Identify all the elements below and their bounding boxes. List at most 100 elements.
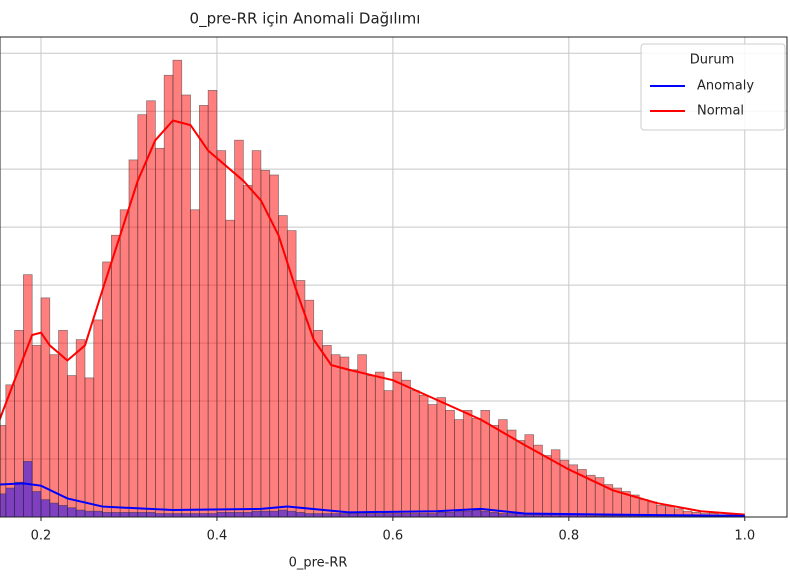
bar <box>128 512 139 517</box>
bar <box>427 404 438 517</box>
bar <box>190 513 200 517</box>
bar <box>348 369 359 517</box>
bar <box>401 513 411 517</box>
bar <box>225 512 235 517</box>
kde-line <box>0 482 745 517</box>
legend-box <box>640 43 786 131</box>
bar <box>172 513 183 517</box>
bar <box>304 513 315 517</box>
bar <box>146 512 156 517</box>
bar <box>339 513 350 517</box>
bar <box>111 234 121 517</box>
bar <box>418 394 429 517</box>
legend-label: Normal <box>697 104 744 119</box>
bar <box>515 440 526 517</box>
bar <box>207 513 218 517</box>
bar <box>348 513 359 517</box>
bar <box>383 390 394 517</box>
legend-label: Anomaly <box>697 79 754 94</box>
bar <box>401 379 411 517</box>
bar <box>506 513 517 517</box>
bar <box>181 94 191 517</box>
bar <box>242 512 253 517</box>
bar <box>295 280 306 517</box>
bar <box>31 491 42 517</box>
bar <box>163 513 174 517</box>
bar <box>313 513 323 517</box>
bar <box>251 150 262 517</box>
x-axis-label: 0_pre-RR <box>289 556 348 571</box>
bar <box>366 375 376 517</box>
bar <box>40 297 51 517</box>
bar <box>445 512 455 517</box>
x-tick-label: 1.0 <box>734 529 755 544</box>
bar <box>436 512 447 517</box>
bar <box>40 499 51 517</box>
chart-title: 0_pre-RR için Anomali Dağılımı <box>190 10 421 29</box>
bar <box>242 185 253 517</box>
bar <box>251 510 262 517</box>
bar <box>67 375 77 517</box>
bar <box>67 507 77 517</box>
bar <box>190 209 200 517</box>
bar <box>216 150 227 517</box>
bar <box>198 105 209 517</box>
bar <box>366 513 376 517</box>
legend-title: Durum <box>690 53 735 68</box>
bar <box>119 209 130 517</box>
bar <box>410 390 420 517</box>
bar <box>181 513 191 517</box>
kde-line <box>0 119 745 516</box>
bar <box>427 513 438 517</box>
bar <box>286 510 297 517</box>
bar <box>542 455 552 517</box>
bar <box>498 513 508 517</box>
bar <box>102 512 112 517</box>
bar <box>0 493 7 517</box>
bar <box>304 299 315 517</box>
bar <box>533 444 543 517</box>
bar <box>480 510 491 517</box>
bar <box>295 512 306 517</box>
bar <box>445 409 455 517</box>
bar <box>198 513 209 517</box>
plot-frame <box>0 36 788 518</box>
bar <box>137 512 147 517</box>
bar <box>471 509 482 517</box>
bar <box>128 159 139 517</box>
bar <box>462 409 473 517</box>
bar <box>172 59 183 517</box>
bar <box>75 509 86 517</box>
bar <box>216 512 227 517</box>
bar <box>23 460 33 517</box>
bar <box>102 261 112 517</box>
bar <box>322 513 332 517</box>
bar <box>146 100 156 517</box>
bar <box>454 419 464 517</box>
bar <box>330 513 341 517</box>
bar <box>392 513 403 517</box>
bars <box>0 59 746 517</box>
bar <box>234 512 244 517</box>
bar <box>506 429 517 517</box>
bar <box>84 377 95 517</box>
bar <box>93 510 103 517</box>
bar <box>322 345 332 517</box>
bar <box>49 502 59 517</box>
bar <box>374 371 385 517</box>
bar <box>454 510 464 517</box>
bar <box>5 487 15 517</box>
x-tick-label: 0.2 <box>31 529 52 544</box>
bar <box>75 339 86 517</box>
bar <box>278 509 288 517</box>
bar <box>357 354 367 517</box>
bar <box>260 510 271 517</box>
bar <box>155 147 165 517</box>
bar <box>225 219 235 517</box>
bar <box>14 481 24 517</box>
bar <box>313 329 323 517</box>
bar <box>163 74 174 517</box>
bar <box>489 512 499 517</box>
bar <box>93 319 103 517</box>
